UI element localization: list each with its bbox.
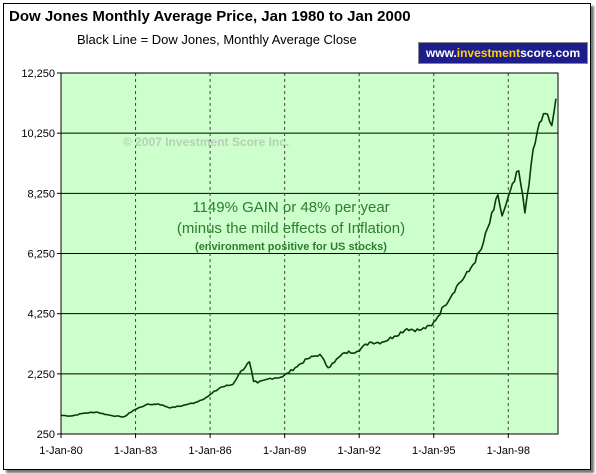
inflation-annotation: (minus the mild effects of Inflation) [177,220,405,237]
y-tick-label: 10,250 [21,128,55,140]
x-tick-label: 1-Jan-89 [263,445,306,457]
x-tick-label: 1-Jan-80 [39,445,82,457]
copyright-watermark: © 2007 Investment Score Inc. [123,135,289,149]
brand-highlight: investment [456,46,521,60]
vertical-gridlines [135,73,509,434]
website-badge[interactable]: www.investmentscore.com [418,42,588,64]
environment-annotation: (environment positive for US stocks) [195,241,387,253]
brand-prefix: www. [425,46,457,60]
x-tick-label: 1-Jan-83 [114,445,157,457]
y-tick-label: 12,250 [21,68,55,80]
plot-border [60,72,559,435]
y-axis-ticks: 250 2,250 4,250 6,250 8,250 10,250 12,250 [21,68,61,441]
brand-suffix: score.com [520,46,581,60]
y-tick-label: 250 [37,429,55,441]
y-tick-label: 2,250 [27,369,55,381]
dow-jones-series [60,98,557,418]
y-tick-label: 6,250 [27,249,55,261]
chart-title: Dow Jones Monthly Average Price, Jan 198… [9,8,411,25]
x-tick-label: 1-Jan-95 [412,445,455,457]
x-tick-label: 1-Jan-92 [337,445,380,457]
x-tick-label: 1-Jan-98 [487,445,530,457]
y-tick-label: 4,250 [27,309,55,321]
chart-subtitle: Black Line = Dow Jones, Monthly Average … [77,32,357,47]
x-tick-label: 1-Jan-86 [188,445,231,457]
y-tick-label: 8,250 [27,188,55,200]
x-axis-ticks: 1-Jan-80 1-Jan-83 1-Jan-86 1-Jan-89 1-Jan-92… [39,434,530,457]
gain-annotation: 1149% GAIN or 48% per year [192,199,389,216]
dow-jones-line [60,98,557,418]
